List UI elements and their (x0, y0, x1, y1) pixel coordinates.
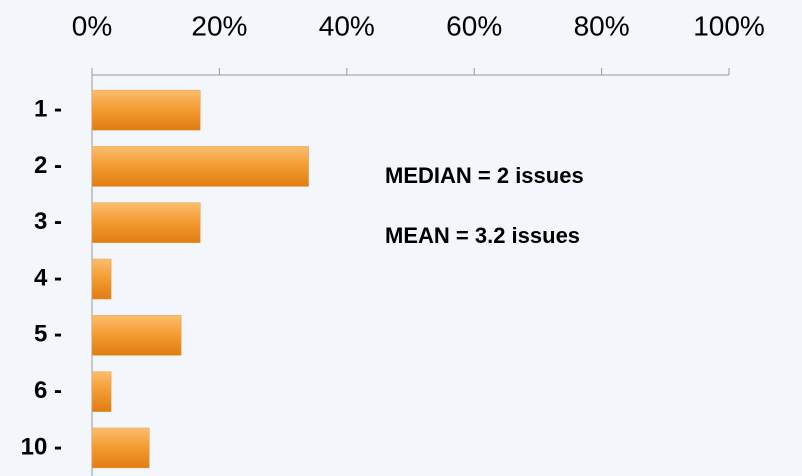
y-tick-label: 5 - (34, 321, 62, 348)
bar (91, 315, 182, 356)
y-tick-label: 3 - (34, 208, 62, 235)
x-tick-label: 100% (693, 10, 765, 41)
bar (91, 258, 112, 300)
x-tick-label: 40% (319, 10, 375, 41)
x-tick-label: 60% (446, 10, 502, 41)
x-tick-label: 80% (574, 10, 630, 41)
annotation: MEDIAN = 2 issues (385, 163, 584, 188)
bar (91, 89, 201, 131)
y-tick-label: 10 - (21, 433, 62, 460)
y-tick-label: 1 - (34, 95, 62, 122)
bar (91, 427, 150, 469)
y-tick-label: 4 - (34, 264, 62, 291)
x-tick-label: 0% (72, 10, 112, 41)
bar (91, 146, 309, 187)
annotation: MEAN = 3.2 issues (385, 223, 580, 248)
y-tick-label: 2 - (34, 152, 62, 179)
bar (91, 202, 201, 243)
bar (91, 371, 112, 412)
x-tick-label: 20% (191, 10, 247, 41)
y-tick-label: 6 - (34, 377, 62, 404)
